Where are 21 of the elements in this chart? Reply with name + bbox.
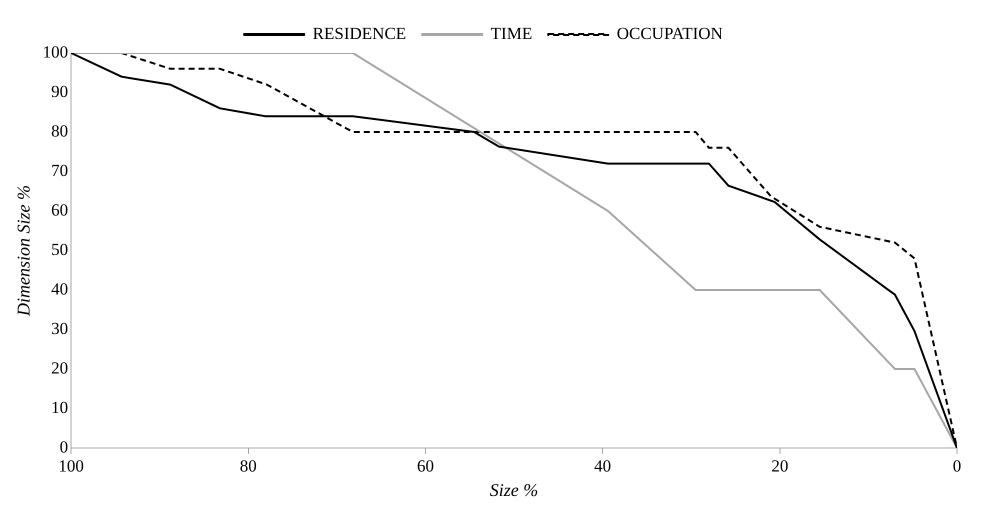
y-tick-label: 0 <box>60 437 68 456</box>
y-tick-label: 100 <box>42 42 68 62</box>
y-tick-label: 20 <box>51 358 68 378</box>
y-tick-label: 70 <box>51 160 68 180</box>
x-tick-label: 60 <box>416 456 434 476</box>
x-tick-label: 80 <box>240 456 257 476</box>
x-tick-label: 0 <box>952 456 962 476</box>
y-tick-label: 40 <box>51 279 68 298</box>
x-tick-label: 20 <box>771 456 788 476</box>
x-axis-title: Size % <box>490 480 538 500</box>
legend-label: RESIDENCE <box>312 24 406 43</box>
y-tick-label: 10 <box>51 398 68 417</box>
y-axis-title: Dimension Size % <box>14 185 34 317</box>
y-tick-label: 90 <box>51 82 68 101</box>
legend-label: OCCUPATION <box>616 24 723 43</box>
y-tick-label: 60 <box>51 200 68 220</box>
y-tick-label: 30 <box>51 318 68 338</box>
y-tick-label: 80 <box>51 121 68 140</box>
legend-label: TIME <box>490 24 532 43</box>
x-tick-label: 40 <box>594 456 612 476</box>
y-tick-label: 50 <box>51 240 68 259</box>
